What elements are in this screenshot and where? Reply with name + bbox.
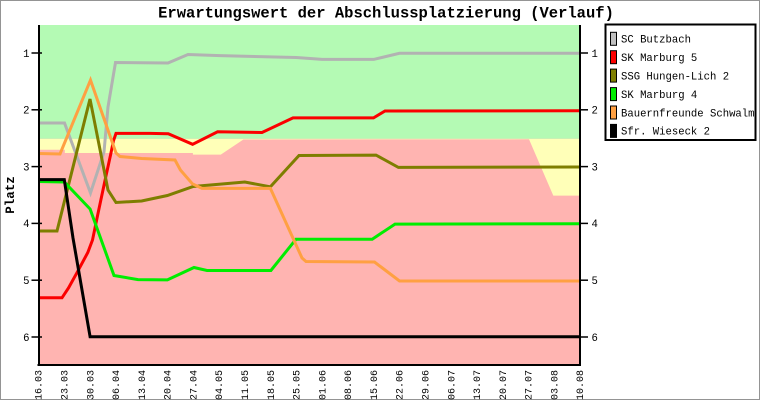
svg-text:20.07: 20.07 xyxy=(499,370,510,400)
svg-text:Erwartungswert der Abschlusspl: Erwartungswert der Abschlussplatzierung … xyxy=(158,5,614,23)
svg-text:6: 6 xyxy=(592,333,598,345)
svg-text:SSG Hungen-Lich 2: SSG Hungen-Lich 2 xyxy=(621,71,729,83)
svg-text:25.05: 25.05 xyxy=(293,370,304,400)
svg-text:5: 5 xyxy=(23,276,29,288)
svg-text:Platz: Platz xyxy=(4,176,18,214)
svg-text:3: 3 xyxy=(23,162,29,174)
svg-text:03.08: 03.08 xyxy=(550,370,561,400)
svg-text:15.06: 15.06 xyxy=(370,370,381,400)
svg-text:SC Butzbach: SC Butzbach xyxy=(621,35,691,47)
svg-text:4: 4 xyxy=(23,219,29,231)
svg-text:27.04: 27.04 xyxy=(189,370,200,400)
svg-text:06.04: 06.04 xyxy=(112,370,123,400)
svg-text:18.05: 18.05 xyxy=(267,370,278,400)
svg-text:5: 5 xyxy=(592,276,598,288)
svg-text:30.03: 30.03 xyxy=(86,370,97,400)
svg-text:23.03: 23.03 xyxy=(61,370,72,400)
svg-text:4: 4 xyxy=(592,219,598,231)
svg-text:01.06: 01.06 xyxy=(318,370,329,400)
svg-text:29.06: 29.06 xyxy=(422,370,433,400)
svg-text:04.05: 04.05 xyxy=(215,370,226,400)
svg-text:Sfr. Wieseck 2: Sfr. Wieseck 2 xyxy=(621,127,710,139)
svg-text:16.03: 16.03 xyxy=(35,370,46,400)
svg-text:10.08: 10.08 xyxy=(576,370,587,400)
svg-text:Bauernfreunde Schwalm: Bauernfreunde Schwalm xyxy=(621,108,755,120)
svg-text:08.06: 08.06 xyxy=(344,370,355,400)
svg-text:3: 3 xyxy=(592,162,598,174)
svg-text:06.07: 06.07 xyxy=(447,370,458,400)
svg-text:2: 2 xyxy=(23,106,29,118)
svg-text:11.05: 11.05 xyxy=(241,370,252,400)
svg-text:1: 1 xyxy=(592,49,598,61)
svg-text:20.04: 20.04 xyxy=(164,370,175,400)
svg-text:22.06: 22.06 xyxy=(396,370,407,400)
svg-text:SK Marburg 5: SK Marburg 5 xyxy=(621,53,697,65)
svg-text:13.07: 13.07 xyxy=(473,370,484,400)
svg-text:2: 2 xyxy=(592,106,598,118)
svg-text:13.04: 13.04 xyxy=(138,370,149,400)
svg-text:SK Marburg 4: SK Marburg 4 xyxy=(621,90,697,102)
svg-text:27.07: 27.07 xyxy=(525,370,536,400)
svg-text:6: 6 xyxy=(23,333,29,345)
svg-text:1: 1 xyxy=(23,49,29,61)
